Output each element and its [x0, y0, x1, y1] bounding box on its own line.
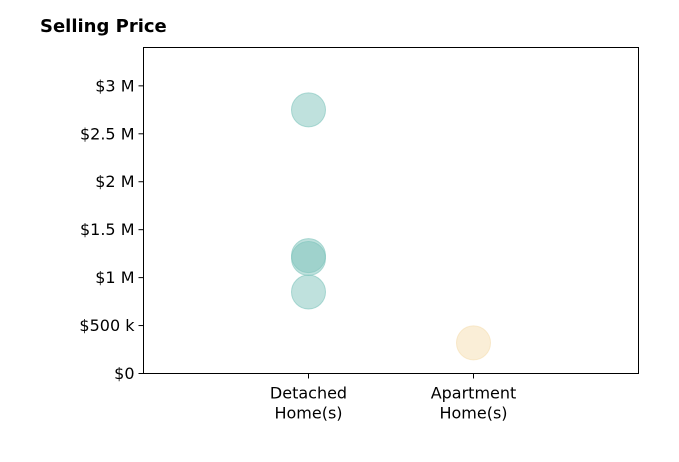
data-point [291, 274, 326, 310]
x-tick-label: Apartment Home(s) [431, 384, 517, 423]
data-points [291, 92, 491, 361]
y-tick-label: $2.5 M [80, 124, 135, 143]
data-point [456, 325, 491, 361]
x-tick-label: Detached Home(s) [270, 384, 347, 423]
chart-title: Selling Price [40, 16, 167, 37]
y-tick-label: $1.5 M [80, 220, 135, 239]
y-tick-label: $500 k [79, 316, 135, 335]
y-tick-label: $3 M [95, 76, 134, 95]
y-tick-label: $2 M [95, 172, 134, 191]
y-tick-label: $1 M [95, 268, 134, 287]
data-point [291, 92, 326, 128]
plot-frame [143, 47, 639, 374]
data-point [291, 240, 326, 276]
x-axis: Detached Home(s) Apartment Home(s) [270, 373, 517, 423]
y-tick-label: $0 [114, 364, 134, 383]
y-axis: $0 $500 k $1 M $1.5 M $2 M $2.5 M $3 M [79, 76, 144, 383]
